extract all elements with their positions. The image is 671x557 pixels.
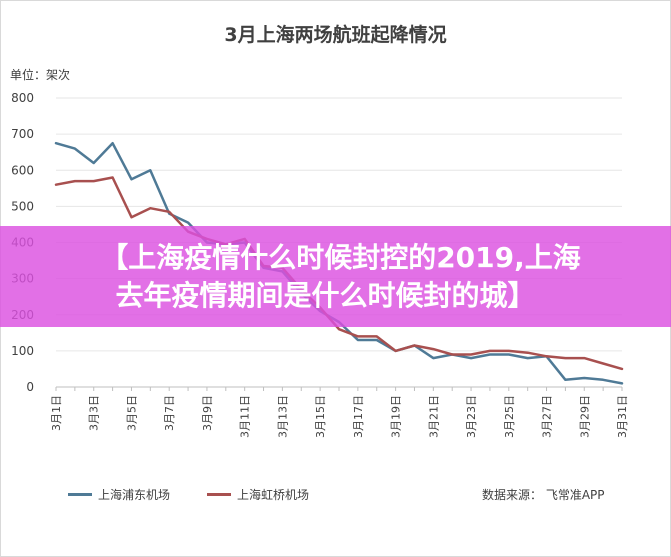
- x-axis: 3月1日 3月3日 3月5日 3月7日 3月9日 3月11日 3月13日 3月15日 3月17日…: [50, 387, 629, 438]
- x-tick-label: 3月23日: [465, 395, 478, 438]
- x-tick-label: 3月17日: [352, 395, 365, 438]
- chart-title: 3月上海两场航班起降情况: [224, 24, 447, 46]
- data-source: 数据来源： 飞常准APP: [482, 488, 605, 502]
- x-tick-label: 3月5日: [125, 395, 138, 431]
- y-tick-label: 500: [11, 199, 34, 213]
- series-line-hongqiao: [54, 176, 624, 371]
- legend-label-pudong: 上海浦东机场: [98, 488, 171, 502]
- x-tick-label: 3月11日: [239, 395, 252, 438]
- x-tick-label: 3月7日: [163, 395, 176, 431]
- x-tick-label: 3月19日: [390, 395, 403, 438]
- legend-item-hongqiao: 上海虹桥机场: [207, 486, 309, 503]
- y-tick-label: 100: [11, 344, 34, 358]
- x-tick-label: 3月25日: [503, 395, 516, 438]
- x-tick-label: 3月27日: [541, 395, 554, 438]
- legend-item-pudong: 上海浦东机场: [68, 486, 170, 503]
- y-tick-label: 700: [11, 127, 34, 141]
- unit-label: 单位：架次: [10, 68, 71, 82]
- y-tick-label: 0: [26, 380, 34, 394]
- y-tick-label: 600: [11, 163, 34, 177]
- x-tick-label: 3月3日: [88, 395, 101, 431]
- x-tick-label: 3月29日: [578, 395, 591, 438]
- banner-line-1: 【上海疫情什么时候封控的2019,上海: [100, 240, 581, 274]
- x-tick-label: 3月31日: [616, 395, 629, 438]
- x-tick-label: 3月1日: [50, 395, 63, 431]
- overlay-banner: 【上海疫情什么时候封控的2019,上海 去年疫情期间是什么时候封的城】: [0, 226, 671, 327]
- x-tick-label: 3月21日: [427, 395, 440, 438]
- legend-swatch-pudong: [68, 493, 92, 496]
- legend-swatch-hongqiao: [207, 493, 231, 496]
- legend-label-hongqiao: 上海虹桥机场: [237, 488, 310, 502]
- banner-line-2: 去年疫情期间是什么时候封的城】: [115, 278, 536, 312]
- x-tick-label: 3月9日: [201, 395, 214, 431]
- x-tick-label: 3月15日: [314, 395, 327, 438]
- x-tick-label: 3月13日: [276, 395, 289, 438]
- y-tick-label: 800: [11, 91, 34, 105]
